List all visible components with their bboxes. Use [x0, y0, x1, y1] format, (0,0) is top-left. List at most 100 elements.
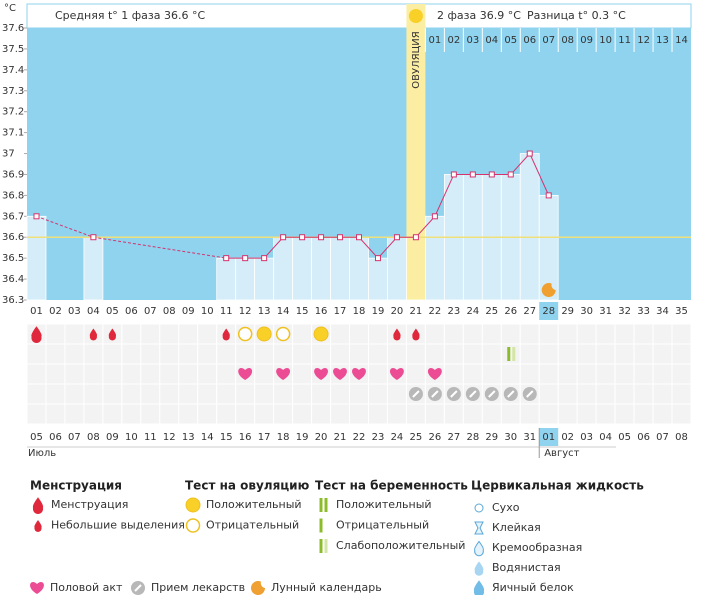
legend-item: Небольшие выделения: [51, 519, 185, 532]
ovulation-negative: [275, 326, 291, 342]
grid-cell: [311, 383, 332, 405]
grid-cell: [367, 343, 388, 365]
bar: [26, 215, 47, 301]
temp-point: [431, 213, 438, 220]
date-label: 20: [315, 432, 328, 443]
grid-cell: [557, 343, 578, 365]
grid-cell: [671, 363, 692, 385]
grid-cell: [197, 383, 218, 405]
grid-cell: [462, 323, 483, 345]
date-label: 13: [182, 432, 195, 443]
grid-cell: [633, 323, 654, 345]
pill-line: [488, 390, 496, 398]
temp-point: [488, 171, 495, 178]
temp-point: [545, 192, 552, 199]
bar: [349, 236, 369, 301]
grid-cell: [83, 343, 104, 365]
day-label: 34: [656, 306, 669, 317]
grid-cell: [159, 383, 180, 405]
y-tick-label: 36.6: [2, 232, 24, 243]
grid-cell: [557, 403, 578, 425]
ovulation-positive: [256, 326, 272, 342]
grid-cell: [576, 383, 597, 405]
ovulation_test-mark: [256, 326, 272, 342]
legend-title: Менструация: [30, 479, 122, 493]
legend-item: Лунный календарь: [271, 581, 382, 594]
legend-icon: [474, 561, 484, 576]
ovulation-positive: [185, 497, 201, 513]
pill-line: [450, 390, 458, 398]
grid-cell: [273, 403, 294, 425]
date-label: 28: [466, 432, 479, 443]
drop: [412, 328, 420, 341]
grid-cell: [273, 343, 294, 365]
date-label: 14: [201, 432, 214, 443]
grid-cell: [121, 383, 142, 405]
ovulation_test-mark: [313, 326, 329, 342]
grid-cell: [159, 363, 180, 385]
day-label: 04: [87, 306, 100, 317]
legend-icon: [32, 497, 44, 515]
drop: [473, 580, 485, 595]
grid-cell: [197, 363, 218, 385]
legend-icon: [185, 518, 201, 533]
day-label: 33: [637, 306, 650, 317]
grid-cell: [576, 363, 597, 385]
date-label: 09: [106, 432, 119, 443]
bar: [424, 215, 445, 301]
grid-cell: [216, 363, 237, 385]
temp-point: [33, 213, 40, 220]
medicine-mark: [408, 387, 423, 401]
temp-point: [393, 234, 400, 241]
legend-item: Яичный белок: [492, 581, 574, 594]
grid-cell: [614, 383, 635, 405]
legend-title: Тест на беременность: [315, 479, 468, 493]
grid-cell: [197, 323, 218, 345]
day-label: 11: [220, 306, 233, 317]
legend-icon: [474, 521, 484, 535]
date-label: 06: [637, 432, 650, 443]
test-bar: [319, 539, 323, 553]
bar: [254, 257, 275, 301]
day-label: 22: [429, 306, 442, 317]
dpo-label: 10: [599, 35, 612, 46]
legend-icon: [473, 580, 485, 595]
y-tick-label: 36.9: [2, 169, 24, 180]
heart: [427, 368, 442, 380]
grid-cell: [197, 403, 218, 425]
ovulation-negative: [185, 518, 201, 533]
grid-cell: [273, 383, 294, 405]
temp-point: [337, 234, 344, 241]
temp-line: [226, 152, 550, 259]
grid-cell: [367, 363, 388, 385]
date-label: 24: [391, 432, 404, 443]
grid-cell: [26, 343, 47, 365]
date-label: 30: [504, 432, 517, 443]
test-bar: [507, 347, 511, 361]
bar: [273, 236, 293, 301]
temp-point: [356, 234, 362, 241]
date-label: 29: [485, 432, 498, 443]
temp-point: [242, 255, 249, 262]
temp-point: [526, 150, 533, 157]
grid-cell: [121, 403, 142, 425]
menstruation-mark: [393, 328, 401, 341]
drop: [222, 328, 230, 341]
day-label: 26: [504, 306, 517, 317]
grid-cell: [216, 383, 237, 405]
temp-point: [261, 255, 268, 262]
grid-cell: [386, 383, 407, 405]
legend-item: Отрицательный: [336, 519, 429, 532]
legend-icon: [34, 520, 42, 532]
phase2: 2 фаза 36.9 °C: [437, 9, 521, 22]
dpo-label: 07: [542, 35, 555, 46]
grid-cell: [652, 383, 673, 405]
grid-cell: [121, 363, 142, 385]
day-label: 16: [315, 306, 328, 317]
dpo-label: 01: [429, 35, 442, 46]
grid-cell: [254, 383, 275, 405]
grid-cell: [102, 383, 123, 405]
grid-cell: [254, 363, 275, 385]
bar: [83, 236, 104, 301]
grid-cell: [443, 403, 464, 425]
